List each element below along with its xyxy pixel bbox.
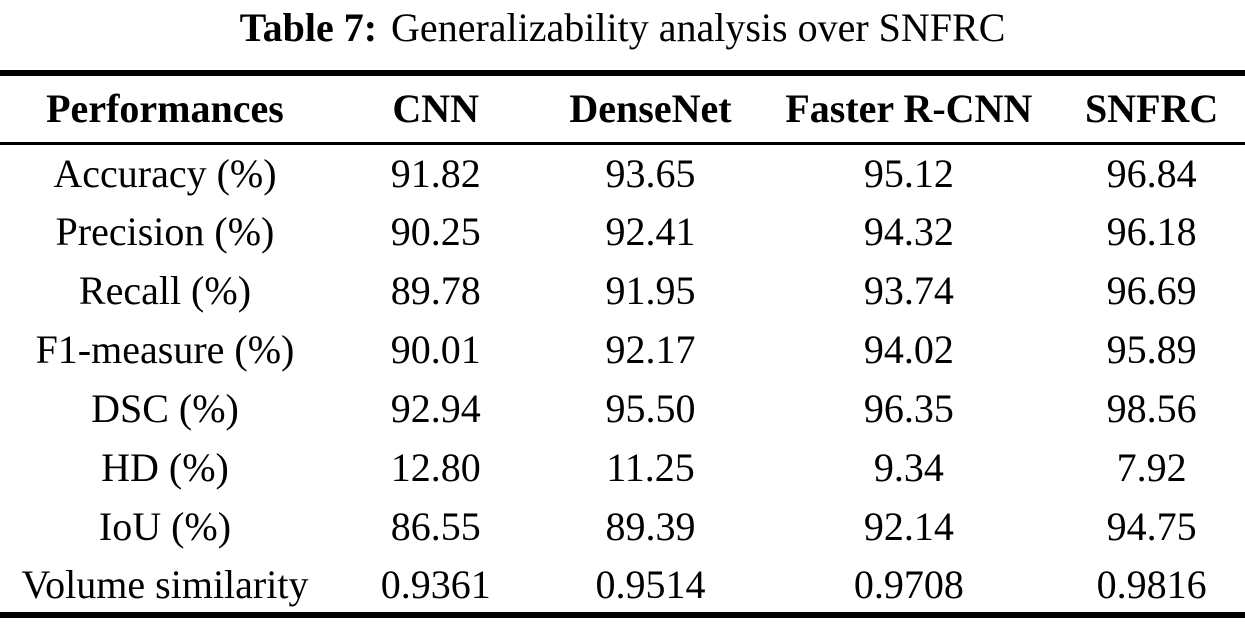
value-cell: 89.39 xyxy=(605,504,696,549)
value-cell: 96.35 xyxy=(863,386,954,431)
value-cell: 96.18 xyxy=(1106,209,1197,254)
metric-cell: DSC (%) xyxy=(91,386,239,431)
column-header-cnn: CNN xyxy=(329,73,542,145)
table-caption: Table 7: Generalizability analysis over S… xyxy=(0,2,1245,54)
table-caption-label: Table 7: xyxy=(239,5,378,50)
value-cell: 91.95 xyxy=(605,268,696,313)
value-cell: 96.69 xyxy=(1106,268,1197,313)
value-cell: 90.25 xyxy=(390,209,481,254)
value-cell: 94.75 xyxy=(1106,504,1197,549)
table-row: F1-measure (%) 90.01 92.17 94.02 95.89 xyxy=(0,320,1245,379)
metric-cell: IoU (%) xyxy=(98,504,232,549)
value-cell: 11.25 xyxy=(606,445,695,490)
table-row: Precision (%) 90.25 92.41 94.32 96.18 xyxy=(0,202,1245,261)
value-cell: 94.32 xyxy=(863,209,954,254)
table-body: Accuracy (%) 91.82 93.65 95.12 96.84 Precisio… xyxy=(0,143,1245,615)
value-cell: 95.12 xyxy=(863,150,954,196)
value-cell: 12.80 xyxy=(390,445,481,490)
column-header-performances: Performances xyxy=(0,73,330,145)
value-cell: 96.84 xyxy=(1106,150,1197,196)
results-table: Performances CNN DenseNet Faster R-CNN S… xyxy=(0,70,1245,618)
value-cell: 0.9514 xyxy=(595,561,706,607)
value-cell: 93.65 xyxy=(605,150,696,196)
value-cell: 92.14 xyxy=(863,504,954,549)
column-header-faster-rcnn: Faster R-CNN xyxy=(759,73,1059,145)
value-cell: 0.9708 xyxy=(853,561,964,607)
value-cell: 93.74 xyxy=(863,268,954,313)
column-header-snfrc: SNFRC xyxy=(1058,73,1245,145)
metric-cell: Precision (%) xyxy=(55,209,275,254)
value-cell: 0.9361 xyxy=(380,561,491,607)
value-cell: 7.92 xyxy=(1116,445,1187,490)
value-cell: 90.01 xyxy=(390,327,481,372)
table-row: Recall (%) 89.78 91.95 93.74 96.69 xyxy=(0,261,1245,320)
metric-cell: F1-measure (%) xyxy=(35,327,295,372)
value-cell: 92.94 xyxy=(390,386,481,431)
value-cell: 92.17 xyxy=(605,327,696,372)
value-cell: 95.50 xyxy=(605,386,696,431)
value-cell: 86.55 xyxy=(390,504,481,549)
value-cell: 9.34 xyxy=(873,445,944,490)
table-caption-text: Generalizability analysis over SNFRC xyxy=(391,5,1006,50)
value-cell: 94.02 xyxy=(863,327,954,372)
value-cell: 92.41 xyxy=(605,209,696,254)
metric-cell: Accuracy (%) xyxy=(53,150,277,196)
table-row: DSC (%) 92.94 95.50 96.35 98.56 xyxy=(0,379,1245,438)
metric-cell: HD (%) xyxy=(101,445,229,490)
value-cell: 91.82 xyxy=(390,150,481,196)
metric-cell: Recall (%) xyxy=(78,268,252,313)
metric-cell: Volume similarity xyxy=(21,561,309,607)
table-row: Volume similarity 0.9361 0.9514 0.9708 0.981… xyxy=(0,556,1245,615)
value-cell: 95.89 xyxy=(1106,327,1197,372)
column-header-densenet: DenseNet xyxy=(541,73,760,145)
table-header-row: Performances CNN DenseNet Faster R-CNN S… xyxy=(0,73,1245,145)
value-cell: 98.56 xyxy=(1106,386,1197,431)
table-row: Accuracy (%) 91.82 93.65 95.12 96.84 xyxy=(0,143,1245,202)
value-cell: 0.9816 xyxy=(1096,561,1207,607)
value-cell: 89.78 xyxy=(390,268,481,313)
table-row: IoU (%) 86.55 89.39 92.14 94.75 xyxy=(0,497,1245,556)
table-row: HD (%) 12.80 11.25 9.34 7.92 xyxy=(0,438,1245,497)
